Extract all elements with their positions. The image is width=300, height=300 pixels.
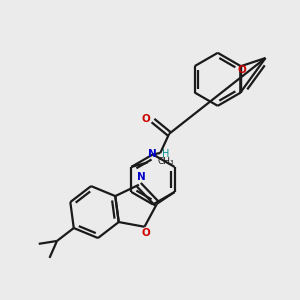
- Text: N: N: [137, 172, 146, 182]
- Text: O: O: [238, 65, 246, 75]
- Text: CH₃: CH₃: [158, 157, 174, 166]
- Text: O: O: [142, 228, 150, 238]
- Text: N: N: [148, 149, 156, 159]
- Text: O: O: [141, 114, 150, 124]
- Text: H: H: [162, 149, 169, 159]
